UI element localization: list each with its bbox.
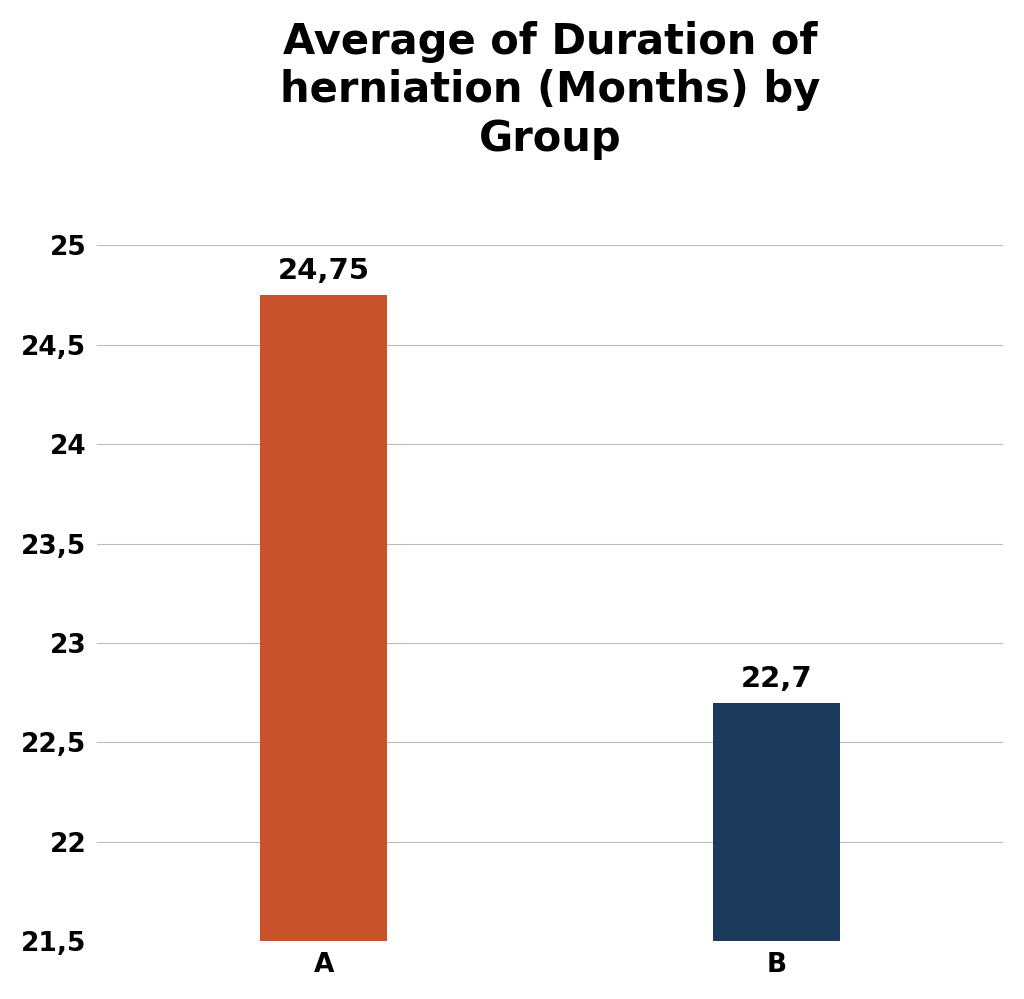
Text: 24,75: 24,75 bbox=[278, 257, 370, 285]
Bar bbox=[260, 295, 387, 941]
Bar bbox=[714, 702, 840, 941]
Text: 22,7: 22,7 bbox=[740, 664, 813, 692]
Title: Average of Duration of
herniation (Months) by
Group: Average of Duration of herniation (Month… bbox=[280, 21, 820, 160]
